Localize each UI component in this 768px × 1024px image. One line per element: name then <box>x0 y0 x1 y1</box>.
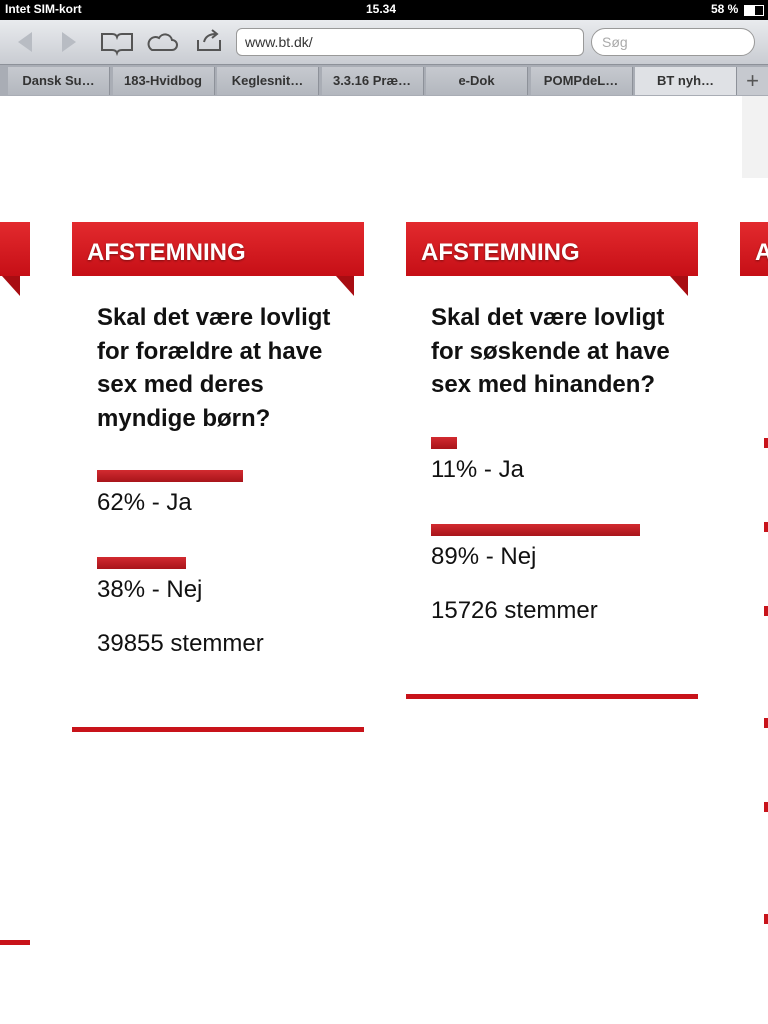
url: www.bt.dk/ <box>245 34 313 50</box>
header-fold <box>336 276 354 296</box>
vote-count: 15726 stemmer <box>431 596 598 624</box>
tab[interactable]: Dansk Su… <box>8 67 110 95</box>
partial-bar <box>764 522 768 532</box>
result-label: 89% - Nej <box>431 542 537 570</box>
battery-text: 58 % <box>711 2 739 16</box>
tab[interactable]: Keglesnit… <box>217 67 319 95</box>
back-button[interactable] <box>18 32 32 52</box>
poll-question: Skal det være lovligt for søskende at ha… <box>431 304 670 398</box>
new-tab-button[interactable]: + <box>737 67 768 95</box>
battery-icon <box>744 5 764 16</box>
partial-bar <box>764 718 768 728</box>
partial-poll: AFSTEMNING <box>740 222 768 276</box>
header-fold <box>2 276 20 296</box>
divider <box>406 693 698 699</box>
address-bar[interactable]: www.bt.dk/ <box>236 28 584 56</box>
search-field[interactable]: Søg <box>591 28 755 56</box>
poll-body: Skal det være lovligt for søskende at ha… <box>431 276 671 628</box>
toolbar: www.bt.dk/ Søg <box>0 20 768 64</box>
partial-bar <box>764 802 768 812</box>
poll-header: AFSTEMNING <box>740 222 768 276</box>
partial-bar <box>764 606 768 616</box>
partial-bar <box>764 438 768 448</box>
share-button[interactable] <box>197 29 221 51</box>
tab[interactable]: BT nyh… <box>635 67 737 95</box>
poll-header: AFSTEMNING <box>406 222 698 276</box>
icloud-button[interactable] <box>147 33 178 51</box>
result-label: 62% - Ja <box>97 489 192 516</box>
poll-body: Skal det være lovligt for forældre at ha… <box>97 276 337 661</box>
tab[interactable]: e-Dok <box>426 67 528 95</box>
result-label: 11% - Ja <box>431 455 524 483</box>
tab[interactable]: 183-Hvidbog <box>112 67 215 95</box>
result-bar <box>97 470 243 482</box>
clock: 15.34 <box>366 2 397 16</box>
poll-header: AFSTEMNING <box>72 222 364 276</box>
tab[interactable]: POMPdeL… <box>530 67 633 95</box>
forward-button[interactable] <box>62 32 76 52</box>
vote-count: 39855 stemmer <box>97 630 264 657</box>
bookmarks-button[interactable] <box>101 33 133 57</box>
partial-bar <box>764 914 768 924</box>
divider <box>0 940 30 945</box>
result-bar <box>97 557 187 569</box>
divider <box>72 727 364 732</box>
toolbar-icons <box>18 29 221 57</box>
result-bar <box>431 523 641 536</box>
poll-question: Skal det være lovligt for forældre at ha… <box>97 304 331 432</box>
result-bar <box>431 436 457 449</box>
carrier: Intet SIM-kort <box>5 2 82 16</box>
partial-header <box>0 222 30 276</box>
header-fold <box>670 276 688 296</box>
tab-bar: + Dansk Su… 183-Hvidbog Keglesnit… 3.3.16 P… <box>0 64 768 96</box>
search-placeholder: Søg <box>602 34 628 50</box>
side-panel <box>742 96 768 178</box>
status-bar: Intet SIM-kort 15.34 58 % <box>0 0 768 20</box>
tab[interactable]: 3.3.16 Præ… <box>321 67 424 95</box>
result-label: 38% - Nej <box>97 576 203 603</box>
